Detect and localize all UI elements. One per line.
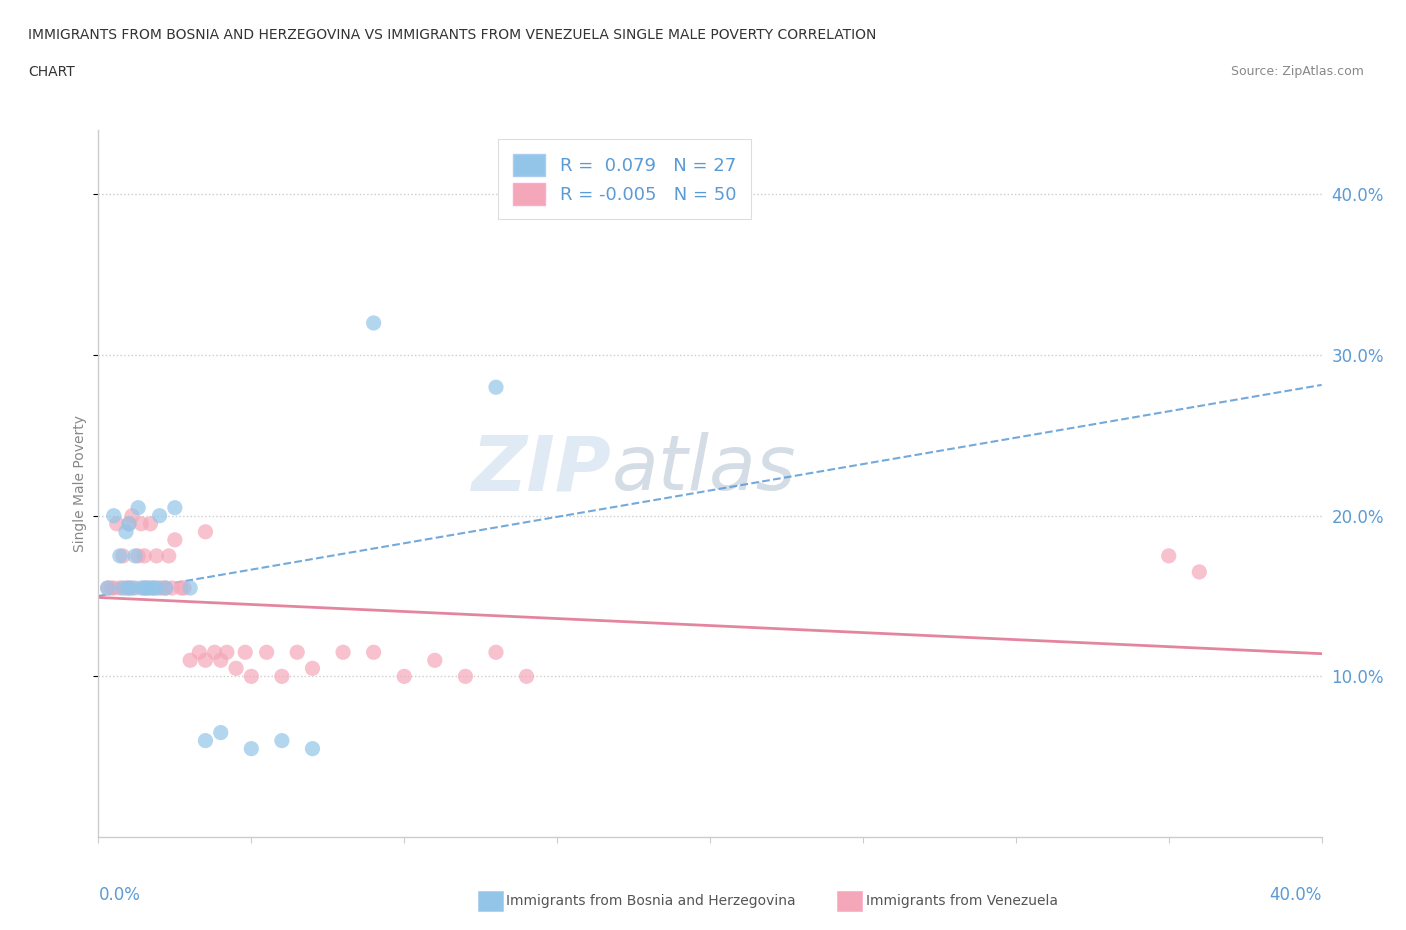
Point [124, 549, 146, 564]
Point [363, 644, 385, 659]
Point [270, 733, 292, 748]
Point [209, 653, 232, 668]
Point [136, 580, 159, 595]
Point [139, 580, 162, 595]
Point [423, 653, 446, 668]
Point [163, 500, 186, 515]
Point [121, 580, 143, 595]
Point [118, 580, 141, 595]
Point [270, 669, 292, 684]
Point [97, 580, 120, 595]
Point [129, 580, 152, 595]
Point [129, 516, 152, 531]
Point [142, 580, 165, 595]
Point [136, 580, 159, 595]
Text: ZIP: ZIP [472, 432, 612, 507]
Text: Immigrants from Bosnia and Herzegovina: Immigrants from Bosnia and Herzegovina [506, 894, 796, 909]
Text: 0.0%: 0.0% [98, 886, 141, 905]
Point [194, 525, 217, 539]
Point [127, 500, 149, 515]
Point [155, 580, 177, 595]
Point [149, 580, 172, 595]
Point [1157, 549, 1180, 564]
Point [111, 580, 134, 595]
Text: Source: ZipAtlas.com: Source: ZipAtlas.com [1230, 65, 1364, 78]
Point [392, 669, 416, 684]
Text: Immigrants from Venezuela: Immigrants from Venezuela [866, 894, 1059, 909]
Point [134, 580, 156, 595]
Y-axis label: Single Male Poverty: Single Male Poverty [73, 415, 87, 552]
Point [118, 516, 141, 531]
Point [454, 669, 477, 684]
Point [215, 644, 238, 659]
Point [240, 669, 263, 684]
Point [204, 644, 226, 659]
Point [485, 379, 508, 394]
Point [124, 580, 146, 595]
Point [103, 580, 125, 595]
Point [225, 661, 247, 676]
Point [209, 725, 232, 740]
Point [179, 653, 201, 668]
Point [105, 516, 128, 531]
Point [149, 509, 172, 524]
Point [363, 315, 385, 330]
Point [108, 580, 131, 595]
Text: 40.0%: 40.0% [1270, 886, 1322, 905]
Point [173, 580, 195, 595]
Point [115, 525, 138, 539]
Point [118, 580, 141, 595]
Point [155, 580, 177, 595]
Point [332, 644, 354, 659]
Point [240, 741, 263, 756]
Point [100, 580, 122, 595]
Point [142, 580, 165, 595]
Point [145, 549, 167, 564]
Point [233, 644, 256, 659]
Point [163, 532, 186, 547]
Point [194, 733, 217, 748]
Point [139, 516, 162, 531]
Point [301, 661, 323, 676]
Text: IMMIGRANTS FROM BOSNIA AND HERZEGOVINA VS IMMIGRANTS FROM VENEZUELA SINGLE MALE : IMMIGRANTS FROM BOSNIA AND HERZEGOVINA V… [28, 28, 876, 42]
Legend: R =  0.079   N = 27, R = -0.005   N = 50: R = 0.079 N = 27, R = -0.005 N = 50 [498, 140, 751, 219]
Point [160, 580, 183, 595]
Point [108, 549, 131, 564]
Point [179, 580, 201, 595]
Point [127, 549, 149, 564]
Point [115, 580, 138, 595]
Point [157, 549, 180, 564]
Point [194, 653, 217, 668]
Point [301, 741, 323, 756]
Point [485, 644, 508, 659]
Text: atlas: atlas [612, 432, 797, 507]
Point [103, 509, 125, 524]
Point [121, 509, 143, 524]
Point [145, 580, 167, 595]
Point [152, 580, 174, 595]
Point [170, 580, 193, 595]
Point [111, 549, 134, 564]
Point [134, 549, 156, 564]
Point [134, 580, 156, 595]
Point [118, 516, 141, 531]
Point [516, 669, 538, 684]
Text: CHART: CHART [28, 65, 75, 79]
Point [97, 580, 120, 595]
Point [285, 644, 308, 659]
Point [1188, 565, 1211, 579]
Point [188, 644, 211, 659]
Point [256, 644, 278, 659]
